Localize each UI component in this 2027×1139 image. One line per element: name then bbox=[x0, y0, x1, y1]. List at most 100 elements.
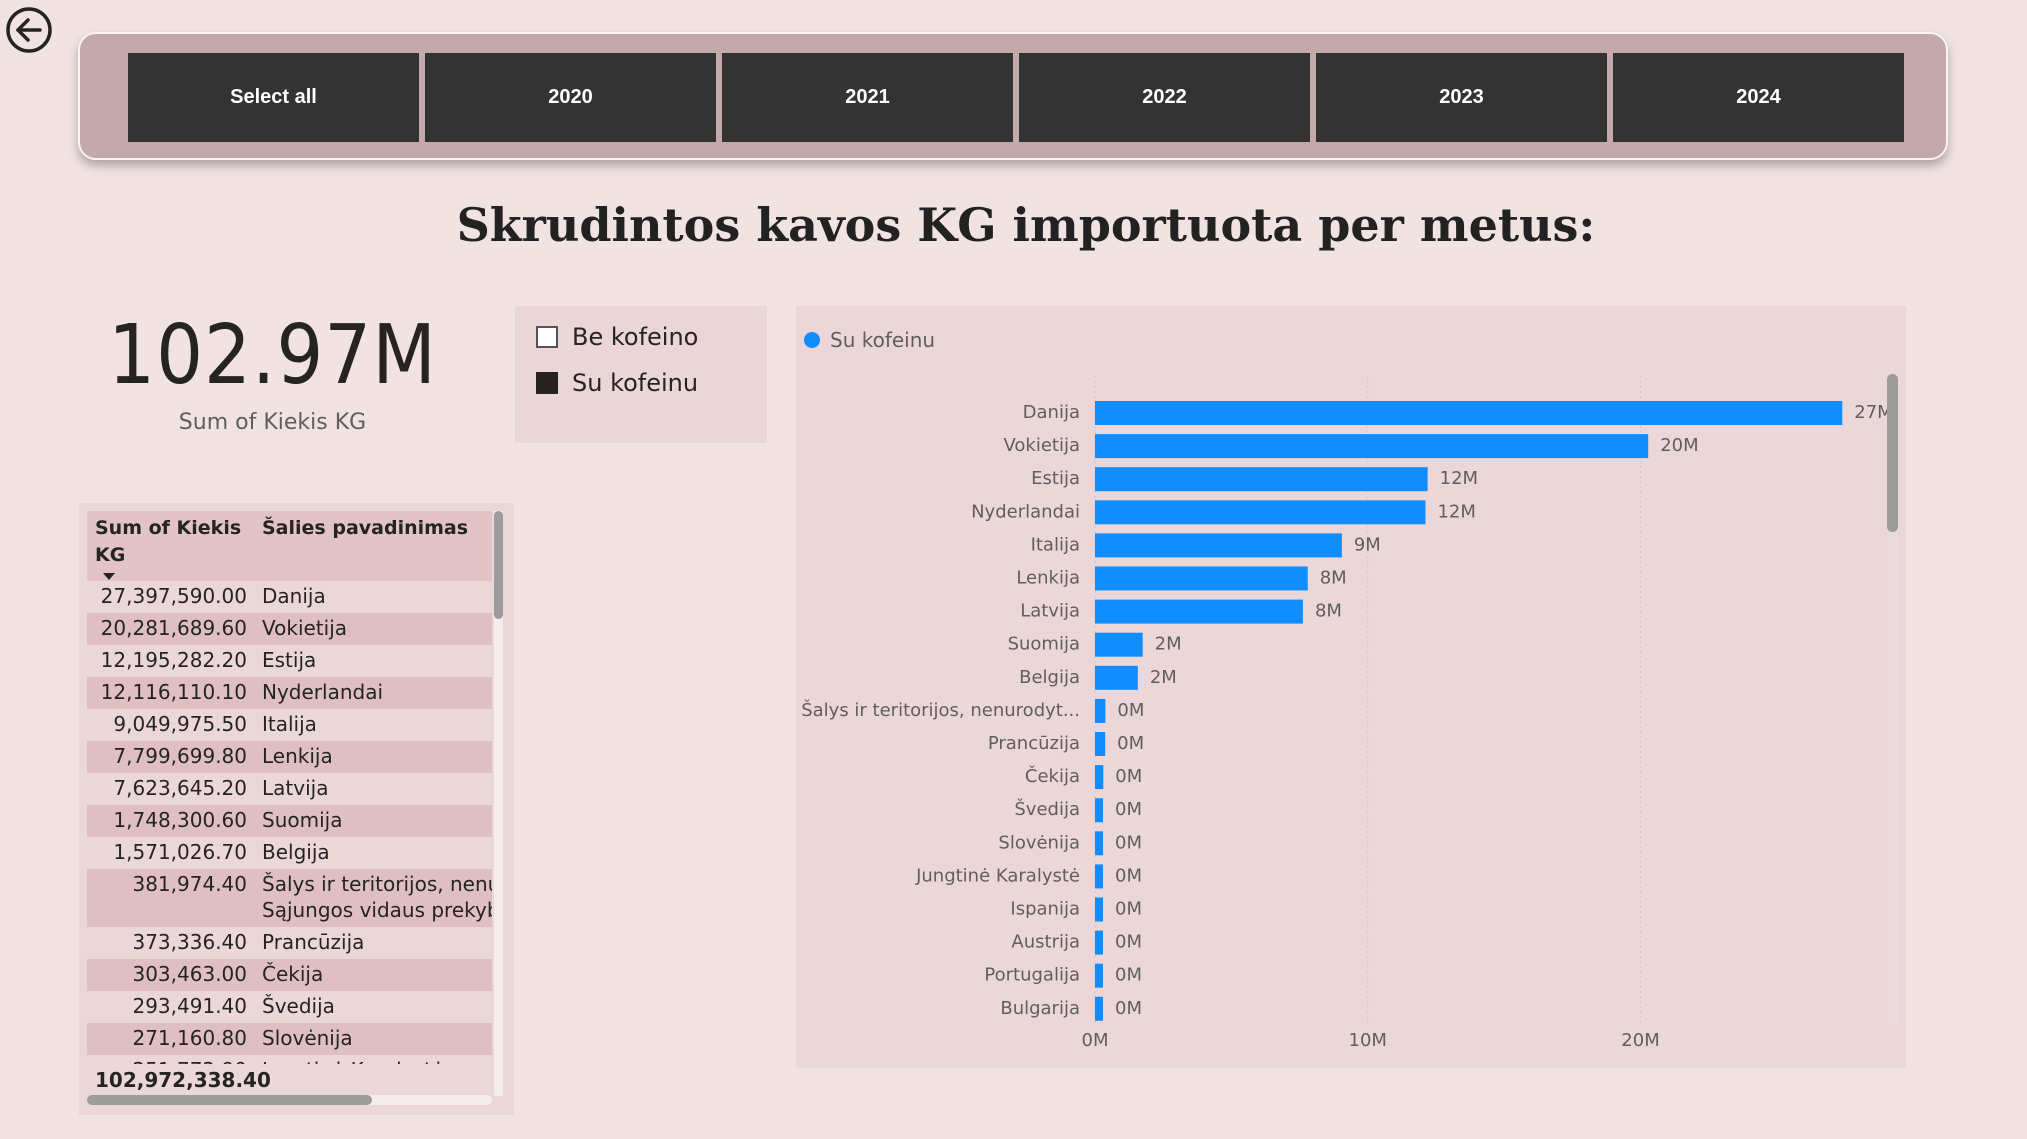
cell-country: Lenkija bbox=[262, 744, 333, 768]
slicer-option-label: Su kofeinu bbox=[572, 369, 699, 397]
bar[interactable] bbox=[1095, 500, 1426, 525]
table-horizontal-scrollbar[interactable] bbox=[87, 1095, 372, 1105]
data-label: 12M bbox=[1440, 468, 1478, 489]
category-label: Belgija bbox=[1019, 667, 1080, 688]
data-label: 8M bbox=[1315, 601, 1342, 622]
table-row[interactable]: 1,571,026.70 Belgija bbox=[87, 837, 492, 869]
column-header-country[interactable]: Šalies pavadinimas bbox=[262, 517, 469, 539]
category-label: Portugalija bbox=[984, 965, 1080, 986]
data-label: 12M bbox=[1437, 501, 1475, 522]
year-button-2022[interactable]: 2022 bbox=[1019, 53, 1310, 142]
kpi-card-value: 102.97M bbox=[108, 308, 437, 403]
cell-sum: 27,397,590.00 bbox=[100, 584, 247, 608]
category-label: Estija bbox=[1031, 468, 1080, 489]
back-button[interactable] bbox=[5, 6, 53, 54]
year-slicer: Select all 2020 2021 2022 2023 2024 bbox=[78, 32, 1948, 160]
cell-country: Belgija bbox=[262, 840, 330, 864]
bar[interactable] bbox=[1095, 996, 1103, 1021]
bar[interactable] bbox=[1095, 930, 1103, 955]
table-row[interactable]: 7,799,699.80 Lenkija bbox=[87, 741, 492, 773]
cell-country: Prancūzija bbox=[262, 930, 365, 954]
cell-country: Nyderlandai bbox=[262, 680, 384, 704]
data-label: 0M bbox=[1117, 733, 1144, 754]
checkbox-unchecked[interactable] bbox=[536, 326, 558, 348]
bar[interactable] bbox=[1095, 632, 1143, 657]
table-row[interactable]: 9,049,975.50 Italija bbox=[87, 709, 492, 741]
category-label: Danija bbox=[1023, 402, 1080, 423]
data-label: 27M bbox=[1854, 402, 1892, 423]
chart-scroll-track[interactable] bbox=[1887, 374, 1898, 1024]
table-row[interactable]: 7,623,645.20 Latvija bbox=[87, 773, 492, 805]
chart-legend[interactable]: Su kofeinu bbox=[804, 328, 935, 352]
category-label: Austrija bbox=[1011, 932, 1080, 953]
year-button-2024[interactable]: 2024 bbox=[1613, 53, 1904, 142]
category-label: Suomija bbox=[1008, 634, 1080, 655]
cell-sum: 20,281,689.60 bbox=[100, 616, 247, 640]
cell-sum: 7,799,699.80 bbox=[113, 744, 247, 768]
cell-sum: 1,571,026.70 bbox=[113, 840, 247, 864]
bar[interactable] bbox=[1095, 467, 1428, 492]
year-button-select-all[interactable]: Select all bbox=[128, 53, 419, 142]
table-row[interactable]: 20,281,689.60 Vokietija bbox=[87, 613, 492, 645]
category-label: Bulgarija bbox=[1000, 998, 1080, 1019]
table-row[interactable]: 303,463.00 Čekija bbox=[87, 959, 492, 991]
kpi-card-label: Sum of Kiekis KG bbox=[178, 410, 367, 435]
data-label: 0M bbox=[1115, 766, 1142, 787]
cell-country: Estija bbox=[262, 648, 317, 672]
bar[interactable] bbox=[1095, 401, 1843, 425]
year-button-2021[interactable]: 2021 bbox=[722, 53, 1013, 142]
table-row[interactable]: 12,116,110.10 Nyderlandai bbox=[87, 677, 492, 709]
bar[interactable] bbox=[1095, 897, 1103, 922]
table-row[interactable]: 1,748,300.60 Suomija bbox=[87, 805, 492, 837]
column-header-sum[interactable]: Sum of Kiekis KG bbox=[95, 517, 242, 566]
category-label: Šalys ir teritorijos, nenurodyt... bbox=[801, 699, 1080, 721]
bar[interactable] bbox=[1095, 533, 1342, 558]
table-vertical-scroll-track[interactable] bbox=[494, 511, 503, 1096]
bar[interactable] bbox=[1095, 665, 1138, 690]
data-label: 20M bbox=[1660, 435, 1698, 456]
cell-sum: 293,491.40 bbox=[132, 994, 247, 1018]
year-button-2023[interactable]: 2023 bbox=[1316, 53, 1607, 142]
bar[interactable] bbox=[1095, 798, 1104, 823]
table-row[interactable]: 373,336.40 Prancūzija bbox=[87, 927, 492, 959]
bar[interactable] bbox=[1095, 698, 1106, 723]
table-row[interactable]: 12,195,282.20 Estija bbox=[87, 645, 492, 677]
legend-dot-icon bbox=[804, 332, 820, 348]
bar[interactable] bbox=[1095, 831, 1103, 856]
bar[interactable] bbox=[1095, 864, 1103, 889]
data-label: 0M bbox=[1115, 998, 1142, 1019]
bar[interactable] bbox=[1095, 599, 1303, 624]
bar[interactable] bbox=[1095, 434, 1649, 459]
table-row[interactable]: 271,160.80 Slovėnija bbox=[87, 1023, 492, 1055]
table-row[interactable]: 293,491.40 Švedija bbox=[87, 991, 492, 1023]
data-label: 0M bbox=[1115, 965, 1142, 986]
bar[interactable] bbox=[1095, 765, 1104, 790]
category-label: Čekija bbox=[1025, 765, 1080, 787]
data-label: 2M bbox=[1150, 667, 1177, 688]
table-vertical-scrollbar[interactable] bbox=[494, 511, 503, 619]
cell-sum: 251,772.90 bbox=[87, 1057, 247, 1064]
category-label: Vokietija bbox=[1003, 435, 1080, 456]
data-label: 0M bbox=[1115, 799, 1142, 820]
slicer-option-label: Be kofeino bbox=[572, 323, 699, 351]
category-label: Švedija bbox=[1014, 798, 1080, 820]
table-total: 102,972,338.40 bbox=[95, 1068, 271, 1092]
table-row[interactable]: 381,974.40 Šalys ir teritorijos, nenurody… bbox=[87, 869, 492, 927]
bar[interactable] bbox=[1095, 732, 1106, 756]
bar[interactable] bbox=[1095, 963, 1103, 988]
table-body: 27,397,590.00 Danija 20,281,689.60 Vokietij… bbox=[87, 581, 492, 1064]
slicer-option-su-kofeinu[interactable]: Su kofeinu bbox=[536, 368, 698, 398]
chart-scrollbar[interactable] bbox=[1887, 374, 1898, 532]
data-label: 0M bbox=[1115, 832, 1142, 853]
bar[interactable] bbox=[1095, 566, 1308, 591]
cell-country-continued: Sąjungos vidaus prekybą bbox=[262, 898, 492, 922]
checkbox-checked[interactable] bbox=[536, 372, 558, 394]
caffeine-slicer: Be kofeino Su kofeinu bbox=[515, 306, 767, 443]
category-label: Italija bbox=[1031, 534, 1080, 555]
table-row[interactable]: 27,397,590.00 Danija bbox=[87, 581, 492, 613]
year-button-2020[interactable]: 2020 bbox=[425, 53, 716, 142]
cell-country: Švedija bbox=[262, 994, 335, 1018]
cell-country: Italija bbox=[262, 712, 317, 736]
slicer-option-be-kofeino[interactable]: Be kofeino bbox=[536, 322, 698, 352]
table-row[interactable]: 251,772.90 Jungtinė Karalystė bbox=[87, 1055, 492, 1064]
